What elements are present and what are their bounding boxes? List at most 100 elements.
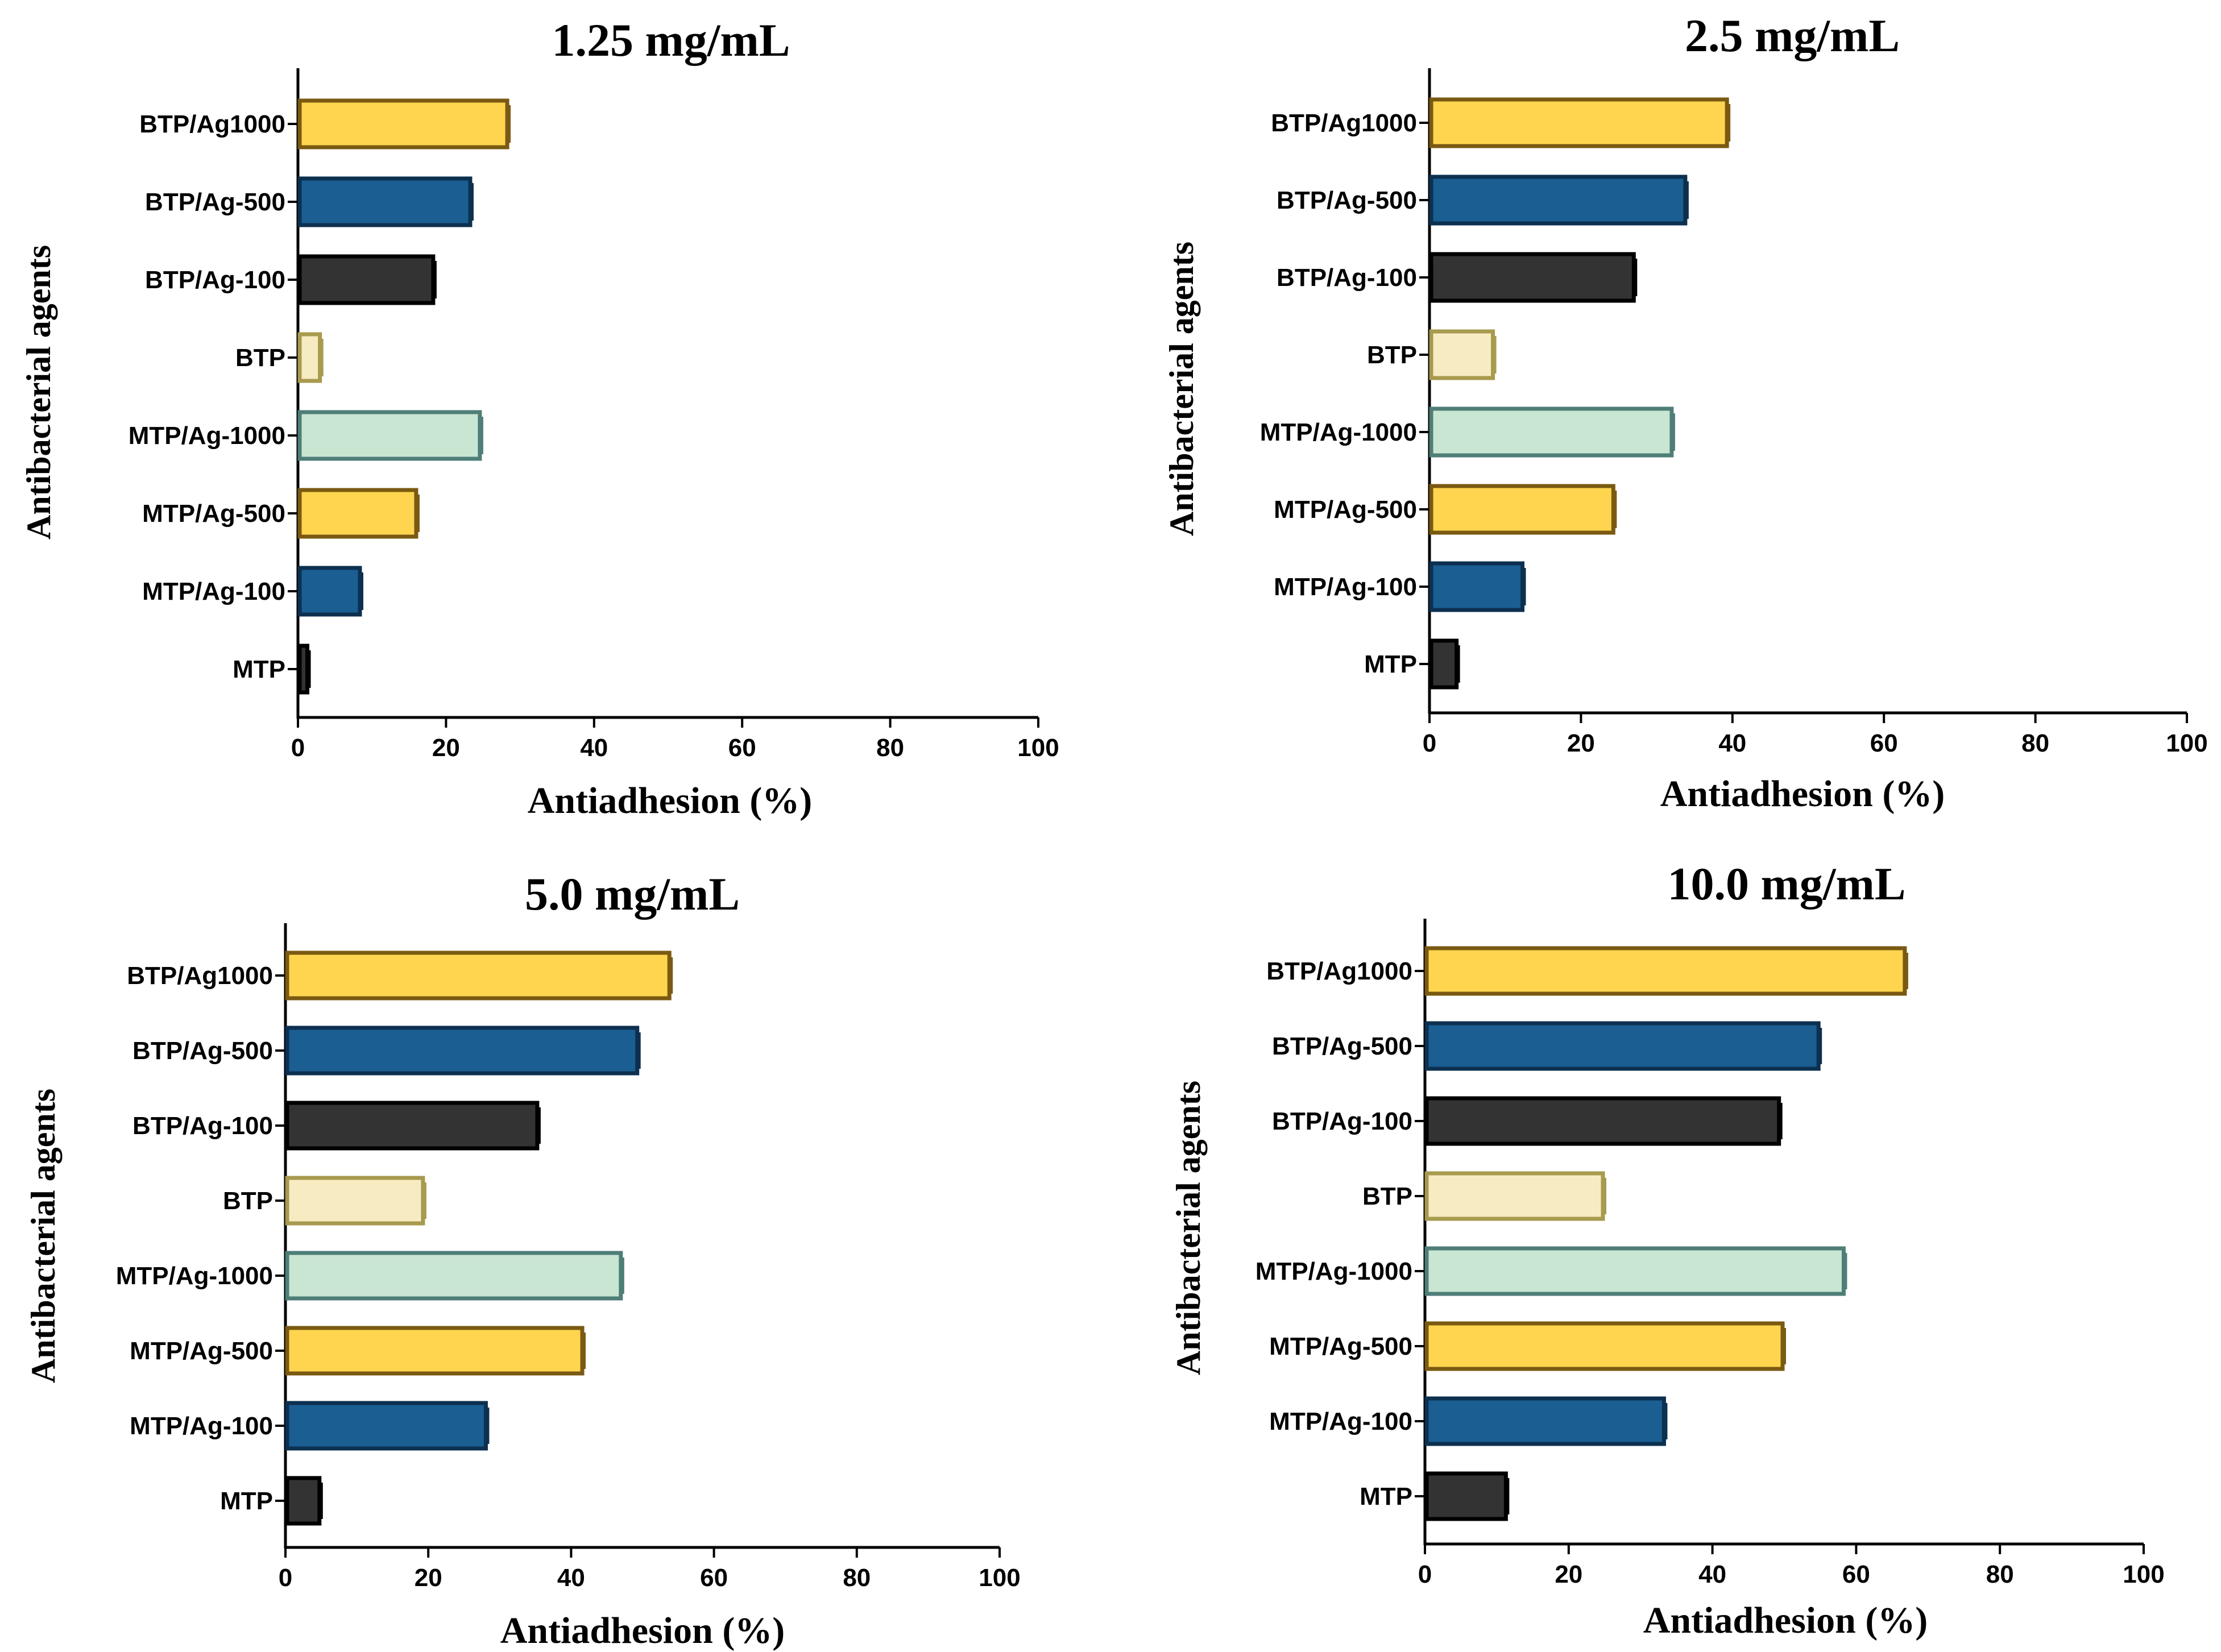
- category-label: BTP: [235, 344, 285, 372]
- x-tick-label: 40: [580, 734, 608, 762]
- bar: [285, 950, 672, 1001]
- bar: [285, 1101, 540, 1151]
- category-label: BTP/Ag-500: [1277, 186, 1417, 214]
- bar: [1429, 252, 1636, 303]
- x-axis-title: Antiadhesion (%): [1660, 773, 1945, 815]
- category-label: BTP/Ag1000: [139, 110, 285, 138]
- bar: [1429, 638, 1459, 690]
- category-label: BTP/Ag-500: [145, 188, 285, 216]
- x-tick-label: 80: [2021, 729, 2049, 757]
- category-label: MTP: [220, 1487, 273, 1515]
- category-label: MTP/Ag-500: [1274, 496, 1417, 524]
- bar: [1429, 561, 1524, 612]
- category-label: BTP/Ag-100: [132, 1112, 273, 1140]
- chart-marks: 0 20 40 60 80 100 BTP/Ag1000 BTP/Ag-500 BTP/Ag-1…: [1255, 919, 2165, 1588]
- bar: [297, 254, 436, 305]
- chart-marks: 0 20 40 60 80 100 BTP/Ag1000 BTP/Ag-500 BTP/Ag-1…: [116, 923, 1021, 1592]
- bar: [1424, 1471, 1508, 1521]
- x-tick-label: 40: [557, 1564, 585, 1592]
- x-tick-label: 80: [1986, 1560, 2014, 1588]
- bar: [285, 1476, 322, 1526]
- x-tick-label: 80: [876, 734, 904, 762]
- bar: [285, 1251, 623, 1301]
- category-label: MTP/Ag-1000: [116, 1262, 273, 1290]
- bar: [297, 332, 322, 383]
- category-label: MTP: [1364, 650, 1417, 678]
- x-axis-title: Antiadhesion (%): [1643, 1600, 1928, 1641]
- y-axis-title: Antibacterial agents: [1170, 1081, 1207, 1375]
- chart-panel-3: 5.0 mg/mL Antibacterial agents Antiadhes…: [24, 868, 1021, 1651]
- category-label: BTP: [1367, 341, 1417, 369]
- bar: [1424, 1396, 1666, 1446]
- category-label: MTP/Ag-100: [1274, 573, 1417, 601]
- bar: [297, 566, 362, 617]
- bar: [285, 1176, 425, 1226]
- bar: [1424, 1246, 1846, 1296]
- x-tick-label: 20: [1555, 1560, 1582, 1588]
- x-axis-title: Antiadhesion (%): [528, 780, 813, 821]
- bar: [1429, 406, 1674, 458]
- bar: [1424, 1096, 1781, 1146]
- chart-title: 10.0 mg/mL: [1667, 858, 1905, 910]
- bar: [1424, 1171, 1605, 1221]
- bar: [1429, 484, 1615, 535]
- bar: [1429, 97, 1729, 148]
- x-tick-label: 40: [1718, 729, 1746, 757]
- x-tick-label: 100: [2166, 729, 2207, 757]
- x-tick-label: 20: [415, 1564, 442, 1592]
- x-tick-label: 20: [432, 734, 460, 762]
- x-tick-label: 40: [1698, 1560, 1726, 1588]
- chart-title: 2.5 mg/mL: [1685, 10, 1900, 61]
- y-axis-title: Antibacterial agents: [20, 245, 57, 539]
- category-label: MTP/Ag-500: [142, 500, 285, 528]
- x-tick-label: 60: [700, 1564, 728, 1592]
- x-axis-title: Antiadhesion (%): [500, 1610, 785, 1651]
- category-label: MTP/Ag-100: [142, 578, 285, 605]
- category-label: MTP/Ag-1000: [1255, 1257, 1412, 1285]
- category-label: MTP/Ag-1000: [129, 422, 285, 450]
- category-label: BTP: [1362, 1182, 1412, 1210]
- x-tick-label: 80: [843, 1564, 871, 1592]
- category-label: MTP: [1360, 1483, 1412, 1510]
- x-tick-label: 100: [979, 1564, 1020, 1592]
- bar: [297, 98, 509, 150]
- category-label: BTP/Ag1000: [1266, 957, 1412, 985]
- x-tick-label: 0: [291, 734, 305, 762]
- x-tick-label: 20: [1567, 729, 1595, 757]
- category-label: BTP/Ag-500: [1272, 1032, 1412, 1060]
- category-label: MTP/Ag-500: [130, 1337, 273, 1365]
- bar: [1424, 946, 1907, 996]
- chart-panel-2: 2.5 mg/mL Antibacterial agents Antiadhes…: [1163, 10, 2208, 815]
- x-tick-label: 60: [1870, 729, 1898, 757]
- category-label: BTP/Ag1000: [127, 962, 273, 990]
- chart-panel-4: 10.0 mg/mL Antibacterial agents Antiadhe…: [1170, 858, 2165, 1641]
- chart-marks: 0 20 40 60 80 100 BTP/Ag1000 BTP/Ag-500 BTP/Ag-1…: [1260, 68, 2208, 757]
- category-label: MTP: [233, 655, 285, 683]
- category-label: MTP/Ag-1000: [1260, 418, 1417, 446]
- x-tick-label: 0: [279, 1564, 292, 1592]
- chart-panel-1: 1.25 mg/mL Antibacterial agents Antiadhe…: [20, 14, 1059, 821]
- bar: [1429, 329, 1495, 380]
- chart-title: 1.25 mg/mL: [552, 14, 790, 66]
- chart-marks: 0 20 40 60 80 100 BTP/Ag1000 BTP/Ag-500 BTP/Ag-1…: [129, 68, 1059, 762]
- category-label: BTP/Ag-100: [1277, 264, 1417, 292]
- bar: [1424, 1021, 1821, 1071]
- category-label: BTP/Ag-100: [145, 266, 285, 294]
- bar: [297, 644, 310, 695]
- bar: [285, 1401, 488, 1451]
- category-label: BTP/Ag-100: [1272, 1107, 1412, 1135]
- category-label: MTP/Ag-500: [1269, 1333, 1412, 1360]
- bar: [1424, 1321, 1785, 1371]
- x-tick-label: 0: [1423, 729, 1436, 757]
- bar: [297, 176, 473, 227]
- x-tick-label: 60: [1842, 1560, 1870, 1588]
- bar: [1429, 175, 1688, 226]
- category-label: MTP/Ag-100: [1269, 1408, 1412, 1435]
- bar: [297, 410, 482, 461]
- x-tick-label: 100: [1017, 734, 1059, 762]
- category-label: MTP/Ag-100: [130, 1412, 273, 1440]
- bar: [297, 488, 418, 539]
- category-label: BTP: [223, 1187, 273, 1215]
- category-label: BTP/Ag-500: [132, 1037, 273, 1065]
- bar: [285, 1326, 585, 1376]
